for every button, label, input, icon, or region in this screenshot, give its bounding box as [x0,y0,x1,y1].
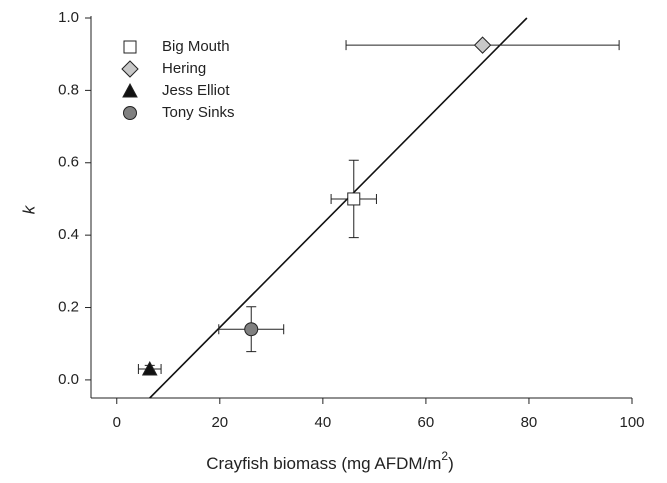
legend-marker [122,82,138,98]
point [244,322,259,337]
y-tick-label: 0.4 [58,226,79,243]
y-tick-label: 1.0 [58,9,79,26]
x-tick-label: 60 [418,414,435,431]
x-tick-label: 40 [315,414,332,431]
x-label-text: Crayfish biomass (mg AFDM/m [206,454,441,473]
legend-marker [123,106,137,120]
x-axis-label: Crayfish biomass (mg AFDM/m2) [206,449,454,473]
x-label-sup: 2 [441,449,448,463]
point [473,36,492,54]
legend-marker [123,40,137,54]
fit-line [149,17,528,399]
y-tick-label: 0.2 [58,298,79,315]
point [141,360,158,376]
x-tick-label: 0 [113,414,121,431]
y-tick-label: 0.8 [58,81,79,98]
y-tick-label: 0.6 [58,154,79,171]
x-tick-label: 20 [211,414,228,431]
legend-label: Big Mouth [162,38,230,55]
y-axis-label: k [19,204,38,214]
x-tick-label: 100 [619,414,644,431]
legend-label: Hering [162,60,206,77]
x-label-end: ) [448,454,454,473]
legend-label: Jess Elliot [162,82,230,99]
point [347,192,361,206]
x-tick-label: 80 [521,414,538,431]
legend-marker [121,60,139,78]
legend-label: Tony Sinks [162,104,235,121]
y-tick-label: 0.0 [58,371,79,388]
